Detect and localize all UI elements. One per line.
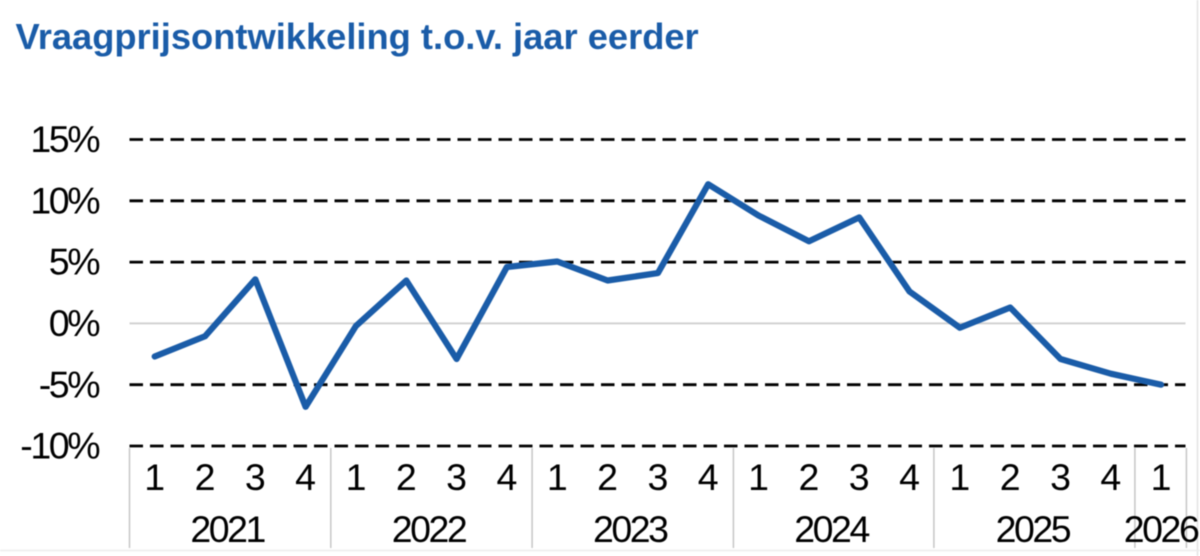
svg-text:5%: 5% [49, 241, 99, 283]
svg-text:-5%: -5% [39, 363, 100, 405]
svg-text:2: 2 [1000, 456, 1021, 498]
svg-text:1: 1 [346, 456, 367, 498]
svg-text:-10%: -10% [20, 425, 99, 467]
svg-text:2026: 2026 [1124, 508, 1200, 550]
svg-text:1: 1 [547, 456, 568, 498]
svg-text:0%: 0% [49, 302, 99, 344]
svg-text:3: 3 [245, 456, 266, 498]
svg-text:2024: 2024 [794, 508, 870, 550]
svg-text:2: 2 [798, 456, 819, 498]
svg-text:4: 4 [899, 456, 920, 498]
svg-text:1: 1 [748, 456, 769, 498]
svg-text:3: 3 [849, 456, 870, 498]
svg-text:2: 2 [597, 456, 618, 498]
svg-text:2022: 2022 [392, 508, 468, 550]
svg-text:2025: 2025 [996, 508, 1072, 550]
svg-text:4: 4 [698, 456, 719, 498]
svg-text:4: 4 [1100, 456, 1121, 498]
svg-text:1: 1 [144, 456, 165, 498]
svg-text:3: 3 [1050, 456, 1071, 498]
svg-text:2: 2 [195, 456, 216, 498]
svg-text:1: 1 [1151, 456, 1172, 498]
svg-text:2: 2 [396, 456, 417, 498]
svg-text:1: 1 [949, 456, 970, 498]
svg-text:4: 4 [295, 456, 316, 498]
svg-text:3: 3 [446, 456, 467, 498]
svg-text:3: 3 [647, 456, 668, 498]
svg-text:2023: 2023 [593, 508, 669, 550]
svg-text:15%: 15% [30, 118, 99, 160]
svg-text:10%: 10% [30, 179, 99, 221]
svg-text:Vraagprijsontwikkeling t.o.v.: Vraagprijsontwikkeling t.o.v. jaar eerde… [16, 16, 699, 57]
svg-text:4: 4 [496, 456, 517, 498]
svg-text:2021: 2021 [190, 508, 266, 550]
